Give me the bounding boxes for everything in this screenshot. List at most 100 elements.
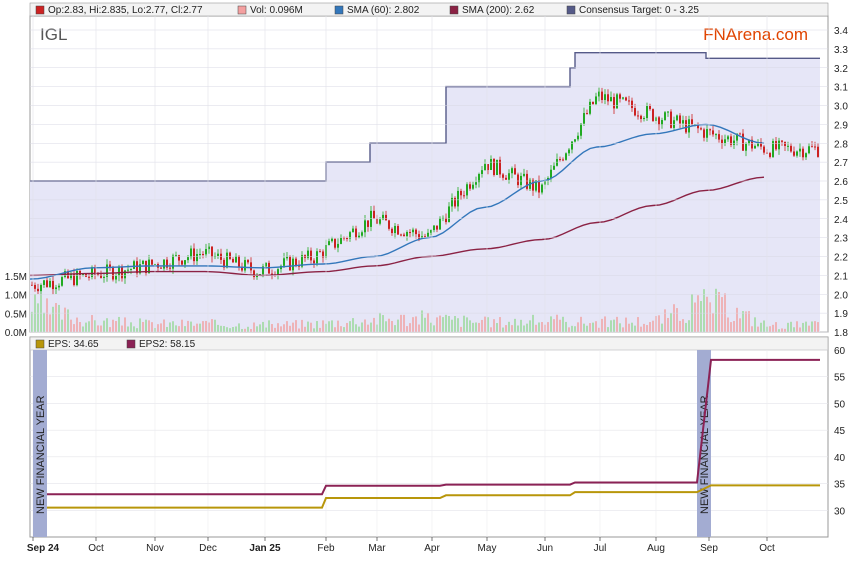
candle-body: [553, 165, 555, 170]
ohlc-legend-label: Op:2.83, Hi:2.835, Lo:2.77, Cl:2.77: [48, 5, 203, 16]
candle-body: [73, 273, 75, 286]
volume-bar: [100, 325, 102, 332]
volume-bar: [574, 326, 576, 332]
candle-body: [301, 255, 303, 267]
volume-bar: [526, 323, 528, 332]
candle-body: [784, 141, 786, 146]
candle-body: [736, 133, 738, 141]
candle-body: [328, 241, 330, 246]
candle-body: [460, 190, 462, 196]
candle-body: [457, 190, 459, 207]
candle-body: [778, 140, 780, 150]
volume-bar: [502, 327, 504, 332]
volume-bar: [481, 319, 483, 332]
ticker-label: IGL: [40, 25, 67, 44]
candle-body: [589, 101, 591, 114]
candle-body: [424, 236, 426, 238]
volume-bar: [460, 326, 462, 332]
candle-body: [517, 174, 519, 186]
candle-body: [703, 129, 705, 138]
volume-bar: [193, 325, 195, 332]
candle-body: [742, 133, 744, 151]
volume-bar: [466, 317, 468, 332]
volume-bar: [301, 319, 303, 332]
volume-bar: [535, 324, 537, 332]
volume-bar: [172, 321, 174, 332]
candle-body: [586, 113, 588, 115]
candle-body: [607, 94, 609, 102]
sma200-line: [29, 176, 765, 277]
price-tick-label: 3.1: [834, 83, 848, 94]
candle-body: [247, 260, 249, 263]
candle-body: [688, 119, 690, 133]
volume-bar: [211, 319, 213, 332]
month-label: Jun: [537, 543, 553, 554]
volume-bar: [790, 321, 792, 332]
volume-bar: [742, 311, 744, 332]
candle-body: [127, 269, 129, 271]
volume-bar: [121, 325, 123, 332]
volume-bar: [256, 326, 258, 332]
volume-bar: [136, 328, 138, 332]
volume-bar: [661, 323, 663, 332]
volume-bar: [397, 319, 399, 332]
volume-bar: [214, 319, 216, 332]
candle-body: [55, 287, 57, 290]
candle-body: [754, 145, 756, 149]
price-tick-label: 2.7: [834, 158, 848, 169]
candle-body: [781, 140, 783, 142]
candle-body: [124, 270, 126, 279]
candle-body: [205, 249, 207, 255]
consensus-legend-label: Consensus Target: 0 - 3.25: [579, 5, 699, 16]
candle-body: [664, 112, 666, 121]
volume-bar: [718, 291, 720, 332]
candle-body: [757, 141, 759, 146]
candle-body: [181, 260, 183, 265]
volume-tick-label: 1.0M: [5, 291, 27, 302]
volume-bar: [499, 317, 501, 332]
candle-body: [532, 179, 534, 191]
volume-bar: [484, 316, 486, 332]
candle-body: [730, 136, 732, 145]
volume-bar: [610, 320, 612, 332]
candle-body: [289, 256, 291, 271]
volume-bar: [289, 325, 291, 332]
candle-body: [676, 115, 678, 121]
candle-body: [640, 115, 642, 120]
volume-bar: [295, 320, 297, 332]
volume-bar: [751, 326, 753, 332]
eps-tick-label: 55: [834, 373, 846, 384]
volume-bar: [601, 318, 603, 332]
month-label: Jul: [594, 543, 607, 554]
candle-body: [307, 250, 309, 258]
candle-body: [616, 94, 618, 109]
volume-bar: [415, 316, 417, 332]
volume-bar: [724, 293, 726, 332]
eps-tick-label: 50: [834, 399, 846, 410]
volume-bar: [409, 323, 411, 332]
candle-body: [601, 91, 603, 100]
volume-bar: [277, 323, 279, 332]
candle-body: [49, 280, 51, 287]
candle-body: [577, 135, 579, 140]
month-label: Nov: [146, 543, 164, 554]
candle-body: [556, 159, 558, 166]
volume-bar: [364, 319, 366, 332]
volume-bar: [226, 327, 228, 332]
eps-tick-label: 60: [834, 346, 846, 357]
eps2-legend-swatch: [126, 339, 136, 349]
volume-bar: [64, 307, 66, 332]
month-label: Feb: [317, 543, 335, 554]
volume-bar: [736, 307, 738, 332]
volume-bar: [337, 320, 339, 332]
volume-bar: [763, 320, 765, 332]
volume-bar: [418, 324, 420, 332]
volume-bar: [721, 297, 723, 332]
candle-body: [190, 248, 192, 258]
candle-body: [526, 173, 528, 189]
volume-bar: [649, 322, 651, 332]
month-label: Dec: [199, 543, 217, 554]
volume-bar: [637, 317, 639, 332]
candle-body: [346, 237, 348, 239]
candle-body: [313, 260, 315, 264]
